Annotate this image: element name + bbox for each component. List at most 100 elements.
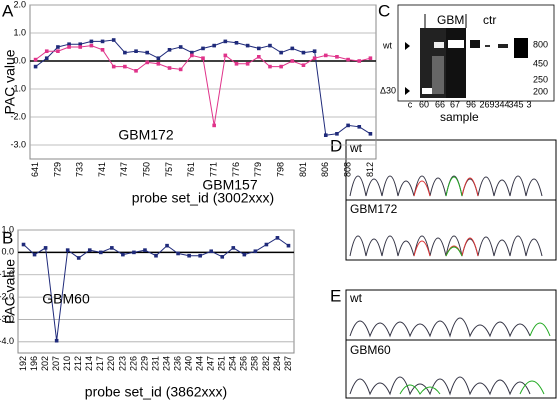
point [253,249,258,254]
x-tick-label: 808 [342,162,352,177]
point [100,39,105,44]
point [242,252,247,257]
point [301,50,306,55]
point [368,56,373,60]
point [156,56,161,60]
arrowhead [405,87,410,95]
point [156,62,161,66]
point [290,59,295,63]
x-tick-label: 779 [253,162,263,177]
point [290,46,295,51]
label-bg [348,142,372,156]
point [346,123,350,128]
y-tick-label: -1.0 [10,83,26,93]
series-line [23,237,289,341]
y-tick-label: -3.0 [10,139,26,149]
x-tick-label: 641 [30,162,40,177]
annotation: GBM60 [42,291,90,307]
lane-label: 67 [450,99,460,109]
x-tick-label: 244 [195,356,205,371]
x-tick-label: 812 [365,162,375,177]
trace [445,246,463,257]
point [123,64,127,69]
point [201,56,205,60]
point [111,64,116,69]
point [223,53,228,58]
gel-band-label: wt [382,40,392,50]
point [234,62,239,66]
point [65,248,70,252]
x-tick-label: 251 [217,356,227,371]
x-tick-label: 207 [51,356,61,371]
point [223,39,228,44]
point [198,253,202,258]
gel-group: ctr [483,13,496,27]
x-tick-label: 210 [62,356,72,371]
point [123,50,127,55]
x-tick-label: 741 [97,162,107,177]
y-tick-label: -4.0 [0,336,14,346]
point [187,253,191,258]
point [111,38,116,42]
y-tick-label: -2.0 [10,111,26,121]
point [257,46,261,51]
gel-band [470,40,480,48]
point [165,243,169,248]
point [220,255,225,259]
point [67,42,71,46]
point [323,133,328,137]
lane-label: 96 [466,99,476,109]
point [212,123,216,128]
gel-smear [432,56,444,94]
y-tick-label: -1.0 [0,269,14,279]
point [279,50,283,55]
x-tick-label: 757 [164,162,174,177]
point [178,67,183,72]
gel-band [514,38,528,58]
gel-marker: 200 [533,86,548,96]
gel-band-label: Δ30 [380,85,396,95]
trace [349,376,531,396]
lane-label: 344 [494,99,509,109]
x-tick-label: 192 [18,356,28,371]
panel-label: A [2,1,14,20]
trace [399,380,545,395]
point [134,49,138,53]
trace [349,317,531,338]
lane-label: c [408,99,413,109]
point [56,49,60,53]
x-tick-label: 729 [52,162,62,177]
point [212,43,216,48]
point [190,50,194,55]
point [33,64,38,69]
point [323,53,328,58]
point [357,125,362,129]
x-tick-label: 256 [239,356,249,371]
point [78,45,83,49]
x-tick-label: 236 [172,356,182,371]
panel-label: D [330,136,342,155]
lane-label: 60 [419,99,429,109]
x-tick-label: 202 [40,356,50,371]
point [21,242,26,247]
x-tick-label: 801 [298,162,308,177]
gel-marker: 250 [533,74,548,84]
y-tick-label: 1.0 [1,224,14,234]
point [245,62,250,66]
annotation: GBM172 [118,127,173,143]
point [312,56,317,60]
point [145,50,149,55]
point [154,253,158,258]
lane-label: 269 [479,99,494,109]
point [132,250,136,255]
panel-label: C [378,1,390,20]
label-bg [348,292,372,306]
point [33,57,38,62]
y-tick-label: -3.0 [0,314,14,324]
point [346,57,350,62]
gel-x-label: sample [440,110,479,124]
panel-label: E [330,286,341,305]
chromatogram-label: GBM172 [350,202,398,216]
x-axis-label: probe set_id (3862xxx) [85,384,227,400]
lane-label: 3 [526,99,531,109]
